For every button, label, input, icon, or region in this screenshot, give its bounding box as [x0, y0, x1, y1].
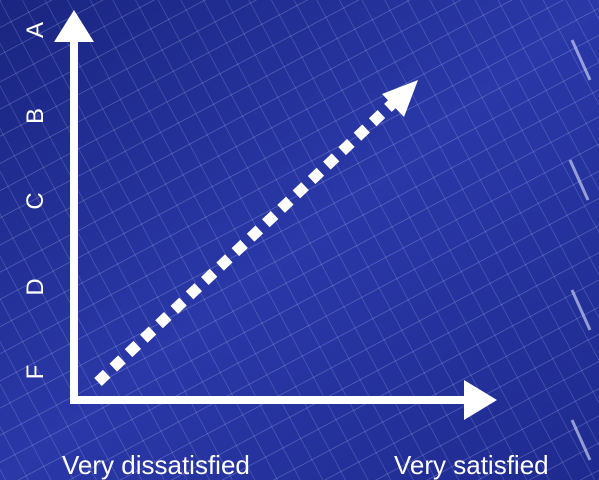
trend-dotted-line [94, 100, 396, 386]
x-axis-arrowhead [464, 380, 497, 420]
x-axis-left-label: Very dissatisfied [62, 450, 250, 480]
trend-arrowhead [382, 80, 418, 117]
x-axis-right-label: Very satisfied [394, 450, 549, 480]
y-axis-arrowhead [54, 10, 94, 42]
